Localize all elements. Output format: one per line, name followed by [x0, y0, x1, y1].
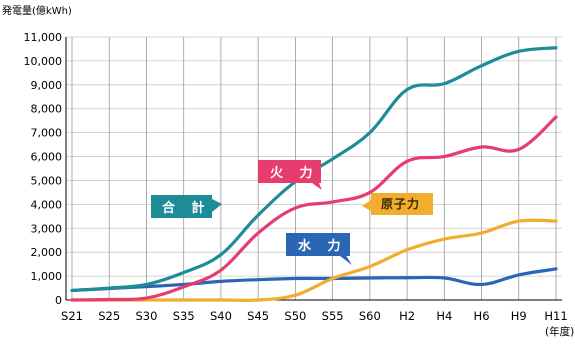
y-tick-label: 0 — [55, 294, 62, 307]
x-tick-label: S50 — [284, 309, 306, 323]
callout-total: 合 計 — [151, 195, 222, 218]
x-tick-label: H4 — [436, 309, 452, 323]
y-tick-label: 7,000 — [31, 127, 63, 140]
x-axis-title: (年度) — [545, 325, 574, 338]
callout-thermal: 火 力 — [258, 160, 322, 190]
y-tick-label: 8,000 — [31, 103, 63, 116]
y-tick-label: 2,000 — [31, 246, 63, 259]
x-tick-label: S40 — [210, 309, 232, 323]
y-tick-label: 4,000 — [31, 198, 63, 211]
x-axis-ticks: S21 S25 S30 S35 S40 S45 S50 S55 S60 H2 H4 H6 H9 H11 — [61, 309, 568, 323]
x-tick-label: S30 — [135, 309, 157, 323]
y-tick-label: 6,000 — [31, 151, 63, 164]
y-tick-label: 1,000 — [31, 270, 63, 283]
x-tick-label: S45 — [247, 309, 269, 323]
callout-nuclear-label: 原子力 — [381, 196, 420, 211]
y-tick-label: 9,000 — [31, 79, 63, 92]
y-tick-label: 5,000 — [31, 174, 63, 187]
y-tick-label: 3,000 — [31, 222, 63, 235]
x-tick-label: H11 — [544, 309, 567, 323]
series-line-thermal — [70, 115, 558, 302]
callout-nuclear: 原子力 — [362, 193, 433, 215]
callout-total-label: 合 計 — [162, 200, 211, 216]
y-axis-ticks: 0 1,000 2,000 3,000 4,000 5,000 6,000 7,000 8,00… — [24, 31, 63, 307]
x-tick-label: H2 — [399, 309, 415, 323]
y-tick-label: 11,000 — [24, 31, 63, 44]
callout-hydro: 水 力 — [286, 233, 352, 265]
y-axis-title: 発電量(億kWh) — [2, 4, 72, 17]
callout-thermal-label: 火 力 — [270, 165, 319, 181]
x-tick-label: S21 — [61, 309, 83, 323]
x-tick-label: S25 — [98, 309, 120, 323]
y-tick-label: 10,000 — [24, 55, 63, 68]
x-tick-label: S35 — [173, 309, 195, 323]
x-tick-label: H9 — [511, 309, 527, 323]
callout-hydro-label: 水 力 — [298, 238, 347, 254]
series-line-nuclear — [70, 218, 558, 302]
series-line-hydro — [70, 267, 558, 293]
x-tick-label: S60 — [359, 309, 381, 323]
x-tick-label: S55 — [322, 309, 344, 323]
x-tick-label: H6 — [474, 309, 490, 323]
